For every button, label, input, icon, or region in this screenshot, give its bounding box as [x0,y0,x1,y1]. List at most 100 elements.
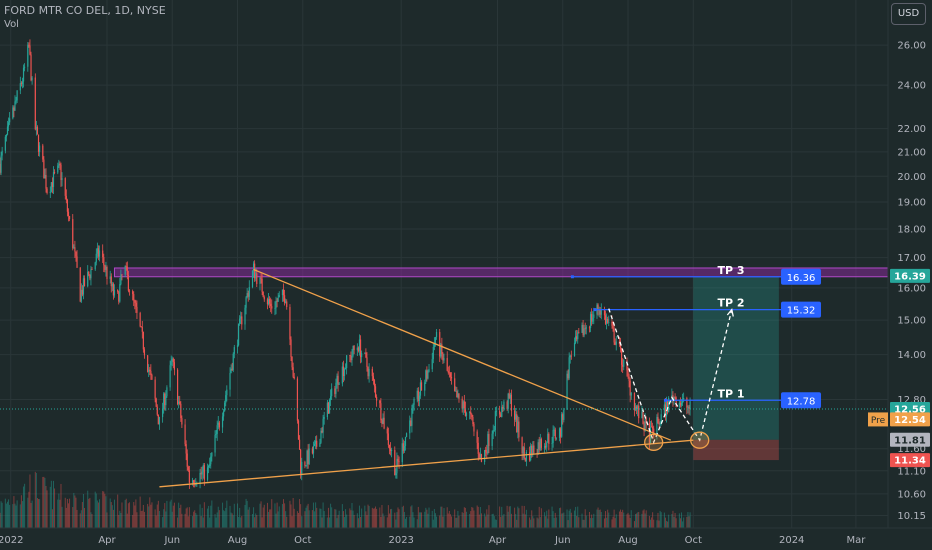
volume-bar [501,506,503,528]
candle-body [188,470,190,483]
candle-body [368,368,370,377]
candle-body [461,398,463,409]
target-anchor [593,308,597,312]
volume-bar [232,515,234,528]
volume-bar [652,512,654,528]
volume-bar [329,517,331,528]
volume-bar [457,510,459,528]
candle-body [663,404,665,415]
volume-bar [214,514,216,528]
volume-bar [395,519,397,528]
candle-body [6,126,9,135]
candle-body [664,404,667,417]
candle-body [395,473,397,476]
volume-bar [539,517,541,528]
volume-bar [136,512,138,528]
candle-body [455,391,457,392]
candle-body [440,344,442,357]
candle-body [614,342,616,345]
volume-bar [330,503,332,528]
volume-bar [521,505,523,528]
candle-body [551,442,553,444]
volume-bar [316,507,318,528]
volume-bar [485,516,487,528]
candle-body [357,347,360,351]
volume-bar [450,516,452,528]
candle-body [98,250,101,257]
candle-body [539,438,541,450]
volume-bar [592,518,594,528]
volume-bar [74,495,76,528]
currency-button[interactable]: USD [891,3,926,25]
pre-market-prefix: Pre [871,416,886,426]
volume-bar [618,511,620,528]
volume-bar [75,497,77,528]
candle-body [623,359,625,367]
symbol-title: FORD MTR CO DEL, 1D, NYSE [4,4,166,17]
volume-bar [245,498,247,528]
volume-bar [668,514,670,528]
volume-bar [170,499,172,528]
candle-body [380,403,382,421]
volume-bar [67,503,69,528]
candle-body [448,372,450,374]
volume-bar [403,511,405,528]
candle-body [261,278,263,292]
volume-bar [366,515,368,528]
volume-bar [441,506,443,528]
candle-body [300,449,302,474]
price-tick: 19.00 [897,197,926,208]
volume-bar [608,512,610,528]
candle-body [226,389,228,396]
candle-body [82,278,85,295]
candle-body [491,433,493,447]
candle-body [488,434,490,447]
volume-bar [43,476,45,528]
price-tick: 24.00 [897,81,926,92]
candle-body [180,403,182,419]
candle-body [51,182,54,187]
candle-body [19,83,21,91]
volume-bar [418,512,420,528]
volume-bar [562,513,564,528]
candle-body [141,326,143,332]
volume-bar [105,496,107,528]
candle-body [546,442,548,448]
candle-body [210,456,212,465]
candle-body [126,266,128,276]
candle-body [600,309,602,315]
volume-bar [514,507,516,528]
candle-body [262,291,264,297]
candle-body [195,483,197,485]
volume-bar [626,514,628,528]
candle-body [456,391,458,398]
volume-bar [150,504,152,528]
candle-body [558,428,561,438]
candle-body [66,199,69,212]
volume-bar [195,512,197,528]
volume-bar [20,495,22,528]
volume-bar [404,518,406,528]
candle-body [44,175,46,179]
volume-bar [69,498,71,528]
volume-bar [155,515,157,528]
volume-bar [522,513,524,528]
volume-bar [1,502,3,528]
candle-body [563,409,565,420]
volume-bar [141,510,143,528]
volume-bar [484,513,486,528]
candle-body [492,430,494,434]
candle-body [15,100,17,102]
volume-bar [472,507,474,528]
volume-bar [207,508,209,528]
volume-bar [240,517,242,528]
volume-bar [507,511,509,528]
candle-body [193,480,195,484]
candle-body [485,449,487,452]
candle-body [361,353,363,358]
volume-bar [91,514,93,528]
candle-body [95,253,97,263]
volume-bar [622,509,624,528]
volume-bar [448,510,450,528]
